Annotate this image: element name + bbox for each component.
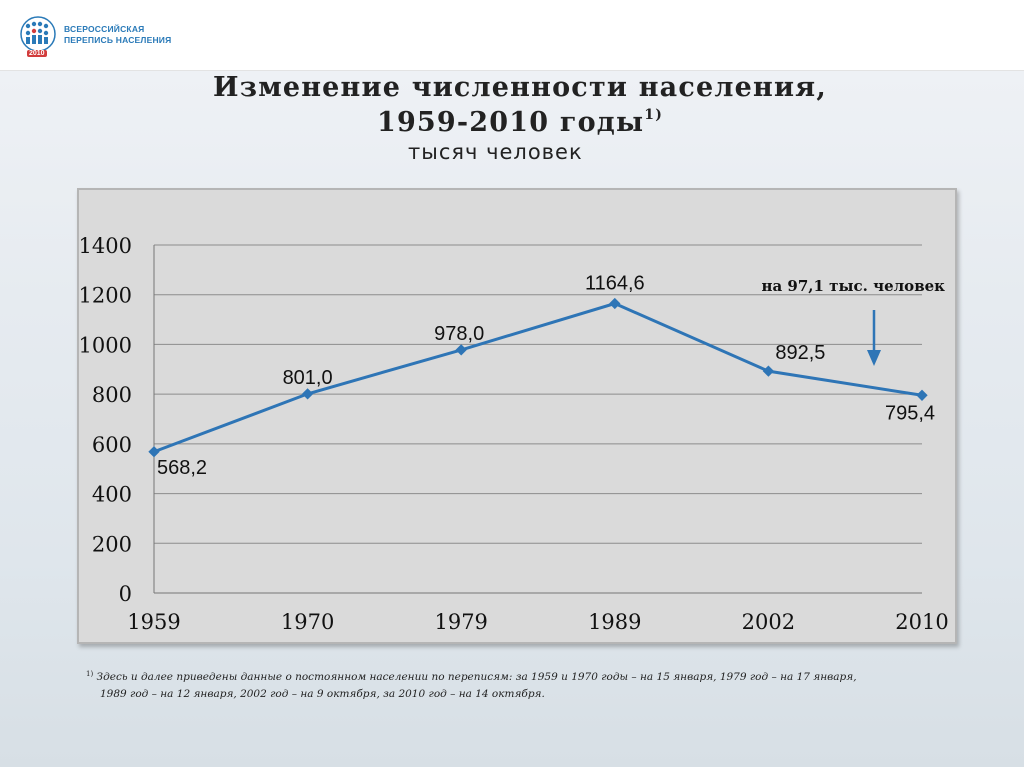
logo-year: 2010 [27, 50, 47, 57]
data-point [301, 388, 314, 400]
data-label: 801,0 [283, 367, 333, 389]
chart-subtitle-units: тысяч человек [408, 140, 583, 164]
data-label: 568,2 [157, 457, 207, 479]
logo-line-1: ВСЕРОССИЙСКАЯ [64, 24, 145, 34]
y-tick-label: 600 [92, 433, 132, 457]
census-logo: 2010 ВСЕРОССИЙСКАЯ ПЕРЕПИСЬ НАСЕЛЕНИЯ [18, 16, 178, 62]
change-annotation: на 97,1 тыс. человек [762, 277, 946, 295]
footnote-line-2: 1989 год – на 12 января, 2002 год – на 9… [100, 688, 545, 700]
footnote: 1) Здесь и далее приведены данные о пост… [86, 666, 926, 703]
people-emblem-icon [20, 16, 56, 52]
y-tick-label: 200 [92, 532, 132, 556]
chart-title-line-1: Изменение численности населения, [213, 72, 827, 103]
line-chart: 0 200 400 600 800 1000 1200 1400 1959 1970 1979 198… [79, 234, 949, 634]
data-point [762, 365, 775, 377]
y-tick-label: 0 [119, 582, 132, 606]
data-label: 892,5 [775, 342, 825, 364]
data-label: 1164,6 [585, 273, 645, 295]
header-bar: 2010 ВСЕРОССИЙСКАЯ ПЕРЕПИСЬ НАСЕЛЕНИЯ [0, 0, 1024, 71]
data-point [916, 389, 928, 401]
data-label: 795,4 [885, 402, 935, 424]
logo-line-2: ПЕРЕПИСЬ НАСЕЛЕНИЯ [64, 35, 172, 45]
y-tick-label: 800 [92, 383, 132, 407]
x-tick-label: 2002 [742, 610, 795, 634]
y-tick-label: 1200 [79, 284, 132, 308]
down-arrow-icon [867, 350, 881, 366]
chart-panel: 0 200 400 600 800 1000 1200 1400 1959 1970 1979 198… [77, 188, 957, 644]
chart-title-years: 1959-2010 годы [376, 107, 645, 138]
x-tick-label: 1979 [434, 610, 487, 634]
y-tick-label: 1400 [79, 234, 132, 258]
footnote-mark: 1) [86, 670, 94, 678]
logo-text: ВСЕРОССИЙСКАЯ ПЕРЕПИСЬ НАСЕЛЕНИЯ [64, 24, 171, 46]
x-tick-label: 1970 [281, 610, 334, 634]
y-tick-label: 400 [92, 483, 132, 507]
data-label: 978,0 [434, 323, 484, 345]
chart-title-line-2: 1959-2010 годы1) [0, 107, 1024, 138]
x-tick-label: 2010 [895, 610, 948, 634]
data-point [148, 446, 160, 458]
footnote-line-1: Здесь и далее приведены данные о постоян… [96, 671, 857, 683]
title-footnote-mark: 1) [644, 107, 664, 123]
x-tick-label: 1959 [127, 610, 180, 634]
series-line [153, 301, 923, 454]
x-tick-label: 1989 [588, 610, 641, 634]
data-point [609, 297, 621, 310]
y-tick-label: 1000 [79, 333, 132, 357]
data-point [455, 344, 467, 356]
